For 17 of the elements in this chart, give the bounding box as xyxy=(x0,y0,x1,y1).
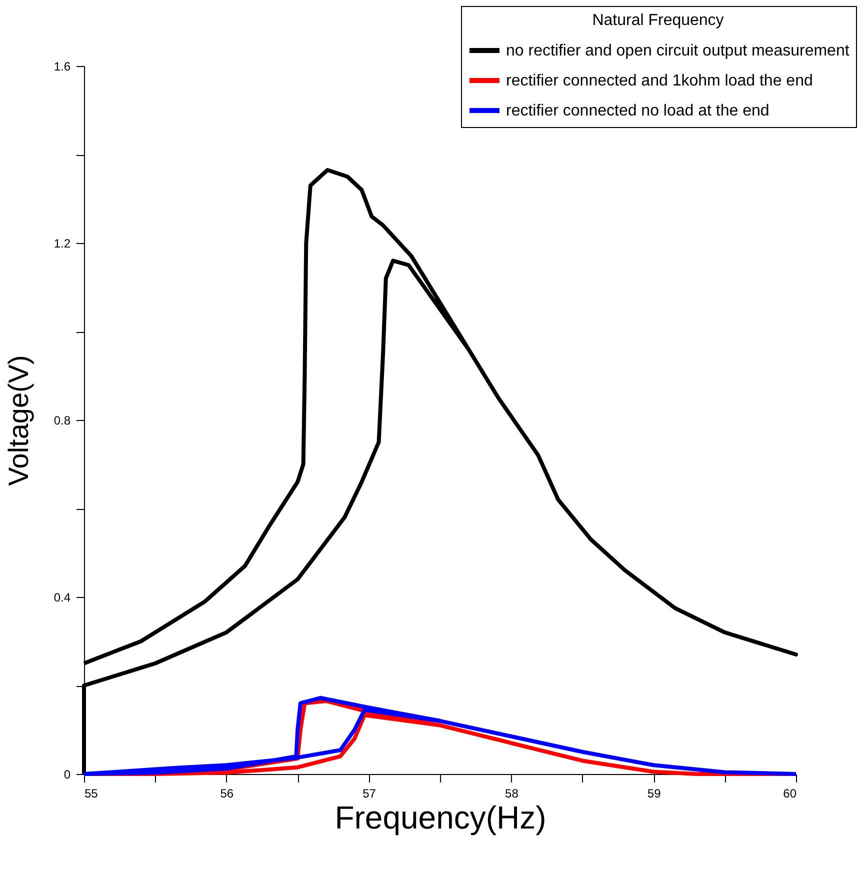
x-tick-label: 58 xyxy=(505,786,519,800)
x-tick-label: 59 xyxy=(647,786,662,800)
y-tick-label: 0.4 xyxy=(54,590,71,604)
x-tick-label: 60 xyxy=(783,786,797,800)
legend-label: no rectifier and open circuit output measurement xyxy=(506,42,850,60)
y-tick-label: 0.8 xyxy=(54,414,71,428)
x-tick-label: 56 xyxy=(220,786,234,800)
y-tick-label: 1.6 xyxy=(54,60,71,74)
legend-label: rectifier connected and 1kohm load the end xyxy=(506,72,813,90)
legend-title: Natural Frequency xyxy=(592,12,724,29)
x-axis-title: Frequency(Hz) xyxy=(334,800,546,836)
y-tick-label: 1.2 xyxy=(54,236,71,250)
y-axis-title: Voltage(V) xyxy=(2,355,34,486)
x-tick-label: 57 xyxy=(362,786,376,800)
x-tick-label: 55 xyxy=(84,786,98,800)
y-tick-label: 0 xyxy=(64,768,71,782)
legend-label: rectifier connected no load at the end xyxy=(506,102,770,120)
